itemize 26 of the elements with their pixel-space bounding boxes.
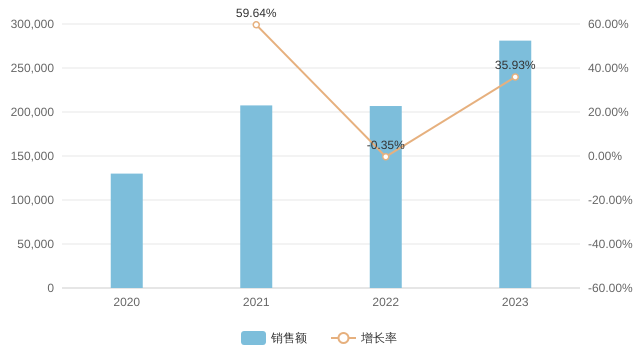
y-tick-label: 150,000: [10, 149, 54, 163]
point: [512, 73, 519, 81]
y2-tick-label: -40.00%: [588, 237, 634, 251]
y-tick-label: 250,000: [10, 61, 54, 75]
y2-tick-label: 40.00%: [588, 61, 630, 75]
y-tick-label: 300,000: [10, 17, 54, 31]
x-tick-label: 2023: [502, 295, 529, 309]
legend-label: 销售额: [270, 331, 307, 345]
x-tick-label: 2021: [242, 295, 270, 309]
x-tick-label: 2022: [372, 295, 400, 309]
y-tick-label: 50,000: [17, 237, 54, 251]
y2-tick-label: -60.00%: [588, 281, 634, 295]
x-tick-label: 2020: [113, 295, 140, 309]
data-label: 59.64%: [236, 6, 277, 20]
y2-tick-label: 20.00%: [588, 105, 630, 119]
y2-tick-label: 60.00%: [588, 17, 630, 31]
y-tick-label: 100,000: [10, 193, 54, 207]
y2-tick-label: -20.00%: [588, 193, 634, 207]
y-tick-label: 0: [47, 281, 54, 295]
bar: [110, 174, 143, 288]
point: [252, 21, 260, 29]
legend-label: 增长率: [360, 331, 397, 345]
y2-tick-label: 0.00%: [588, 149, 622, 163]
y-tick-label: 200,000: [10, 105, 54, 119]
point: [382, 153, 390, 161]
bar: [240, 105, 272, 288]
